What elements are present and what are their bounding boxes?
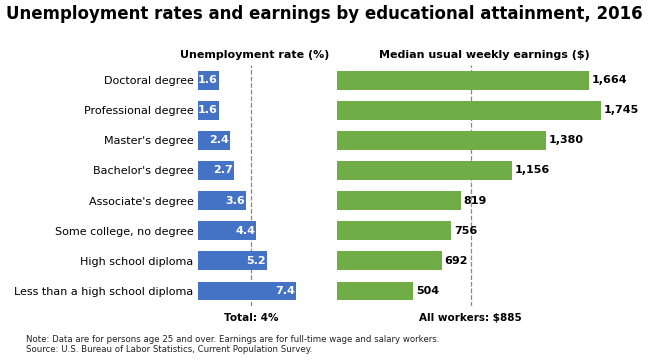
Bar — [198, 71, 219, 89]
Title: Unemployment rate (%): Unemployment rate (%) — [179, 50, 329, 60]
Text: 1,380: 1,380 — [548, 135, 583, 146]
Text: All workers: $885: All workers: $885 — [419, 313, 522, 323]
Text: Unemployment rates and earnings by educational attainment, 2016: Unemployment rates and earnings by educa… — [6, 5, 642, 24]
Bar — [337, 161, 512, 180]
Bar — [198, 252, 267, 270]
Bar — [198, 131, 229, 150]
Text: 692: 692 — [445, 256, 468, 266]
Bar — [337, 101, 601, 119]
Bar — [337, 71, 588, 89]
Text: 3.6: 3.6 — [225, 195, 244, 206]
Text: 5.2: 5.2 — [246, 256, 266, 266]
Bar — [198, 282, 296, 300]
Bar — [198, 161, 234, 180]
Bar — [198, 221, 257, 240]
Bar — [198, 101, 219, 119]
Bar — [337, 221, 451, 240]
Bar — [198, 191, 246, 210]
Text: 819: 819 — [463, 195, 487, 206]
Bar — [337, 131, 546, 150]
Text: 1,745: 1,745 — [603, 105, 639, 115]
Text: 756: 756 — [454, 226, 477, 236]
Text: 1.6: 1.6 — [198, 75, 218, 85]
Text: 2.7: 2.7 — [213, 165, 233, 176]
Text: 2.4: 2.4 — [209, 135, 229, 146]
Bar — [337, 252, 441, 270]
Text: 504: 504 — [416, 286, 439, 296]
Text: Source: U.S. Bureau of Labor Statistics, Current Population Survey.: Source: U.S. Bureau of Labor Statistics,… — [26, 345, 312, 354]
Text: Note: Data are for persons age 25 and over. Earnings are for full-time wage and : Note: Data are for persons age 25 and ov… — [26, 335, 439, 344]
Text: 1,664: 1,664 — [591, 75, 627, 85]
Text: 7.4: 7.4 — [275, 286, 295, 296]
Text: 1.6: 1.6 — [198, 105, 218, 115]
Title: Median usual weekly earnings ($): Median usual weekly earnings ($) — [379, 50, 590, 60]
Bar — [337, 282, 413, 300]
Text: 1,156: 1,156 — [515, 165, 550, 176]
Text: 4.4: 4.4 — [235, 226, 255, 236]
Bar — [337, 191, 461, 210]
Text: Total: 4%: Total: 4% — [224, 313, 278, 323]
